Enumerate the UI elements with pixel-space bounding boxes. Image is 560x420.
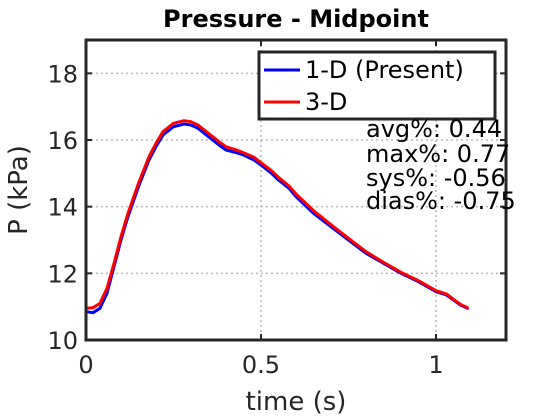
y-tick-label: 16 [47, 127, 78, 155]
stat-max: max%: 0.77 [366, 140, 510, 168]
error-statistics: avg%: 0.44 max%: 0.77 sys%: -0.56 dias%:… [366, 115, 516, 215]
stat-avg: avg%: 0.44 [366, 115, 502, 143]
x-tick-label: 0.5 [242, 351, 280, 379]
y-axis-label: P (kPa) [4, 145, 34, 235]
axes-frame [84, 38, 508, 342]
x-tick-label: 1 [428, 351, 443, 379]
axis-ticks: 0 0.5 1 10 12 14 16 18 [47, 40, 506, 379]
chart-title: Pressure - Midpoint [163, 5, 429, 33]
x-tick-label: 0 [78, 351, 93, 379]
series-line-3d [84, 119, 469, 310]
x-axis-label: time (s) [246, 387, 347, 417]
y-tick-label: 18 [47, 60, 78, 88]
stat-sys: sys%: -0.56 [366, 164, 506, 192]
series-lines [84, 119, 469, 315]
legend-box [257, 50, 497, 121]
legend-label-1d: 1-D (Present) [305, 56, 464, 84]
y-tick-label: 10 [47, 327, 78, 355]
y-tick-label: 14 [47, 194, 78, 222]
stat-dias: dias%: -0.75 [366, 187, 516, 215]
legend-label-3d: 3-D [305, 88, 347, 116]
y-tick-label: 12 [47, 260, 78, 288]
legend: 1-D (Present) 3-D [257, 50, 497, 121]
